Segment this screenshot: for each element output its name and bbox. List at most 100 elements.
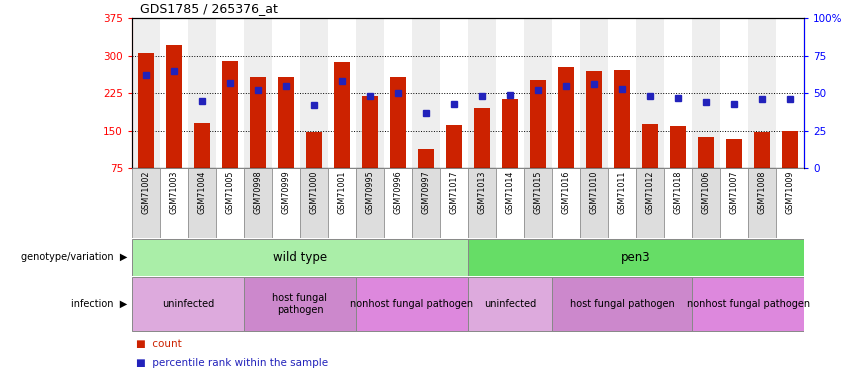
Text: host fungal pathogen: host fungal pathogen [569,299,675,309]
Bar [356,278,468,331]
Text: GSM71006: GSM71006 [702,171,711,214]
Bar [272,18,300,168]
Bar [474,108,490,168]
Bar [244,278,356,331]
Bar [216,168,244,238]
Bar [692,278,804,331]
Text: ■  count: ■ count [136,339,182,349]
Bar [530,80,545,168]
Bar [132,168,160,238]
Bar [356,168,384,238]
Bar [671,126,686,168]
Bar [699,137,714,168]
Text: GSM71014: GSM71014 [505,171,515,214]
Text: GSM71009: GSM71009 [785,171,795,214]
Bar [216,18,244,168]
Bar [552,18,580,168]
Bar [580,168,608,238]
Bar [524,18,552,168]
Text: GSM71005: GSM71005 [226,171,234,214]
Text: GSM71015: GSM71015 [534,171,543,214]
Bar [334,62,350,168]
Text: GSM70996: GSM70996 [393,171,403,214]
Bar [412,18,440,168]
Bar [222,61,237,168]
Bar [278,77,294,168]
Text: infection  ▶: infection ▶ [71,299,128,309]
Bar [188,168,216,238]
Bar [558,67,574,168]
Bar [250,77,266,168]
Bar [188,18,216,168]
Bar [468,278,552,331]
Bar [580,18,608,168]
Text: GSM71017: GSM71017 [449,171,459,214]
Bar [300,168,328,238]
Bar [755,132,770,168]
Bar [636,18,664,168]
Bar [496,168,524,238]
Bar [419,149,434,168]
Text: uninfected: uninfected [484,299,536,309]
Bar [608,18,636,168]
Bar [782,131,798,168]
Bar [384,168,412,238]
Bar [160,18,188,168]
Bar [132,278,244,331]
Text: GSM71012: GSM71012 [646,171,654,214]
Text: GSM70999: GSM70999 [282,171,290,214]
Text: GSM71003: GSM71003 [169,171,179,214]
Bar [502,99,517,168]
Bar [468,168,496,238]
Bar [391,77,406,168]
Text: ■  percentile rank within the sample: ■ percentile rank within the sample [136,358,328,368]
Text: GDS1785 / 265376_at: GDS1785 / 265376_at [140,2,278,15]
Bar [586,71,602,168]
Bar [244,18,272,168]
Text: GSM71001: GSM71001 [338,171,346,214]
Text: GSM70997: GSM70997 [421,171,431,214]
Bar [138,53,154,168]
Text: pen3: pen3 [621,251,651,264]
Bar [440,18,468,168]
Bar [643,124,658,168]
Bar [524,168,552,238]
Text: GSM70995: GSM70995 [366,171,374,214]
Bar [468,18,496,168]
Text: GSM71004: GSM71004 [197,171,207,214]
Text: nonhost fungal pathogen: nonhost fungal pathogen [351,299,474,309]
Bar [720,168,748,238]
Bar [468,238,804,276]
Bar [328,168,356,238]
Bar [720,18,748,168]
Text: GSM71008: GSM71008 [757,171,767,214]
Bar [496,18,524,168]
Bar [132,18,160,168]
Bar [664,168,692,238]
Bar [664,18,692,168]
Bar [727,140,742,168]
Bar [440,168,468,238]
Bar [356,18,384,168]
Bar [132,238,468,276]
Bar [328,18,356,168]
Text: GSM71002: GSM71002 [141,171,151,214]
Text: genotype/variation  ▶: genotype/variation ▶ [21,252,128,262]
Bar [748,168,776,238]
Bar [412,168,440,238]
Bar [272,168,300,238]
Text: GSM71011: GSM71011 [618,171,626,214]
Text: GSM70998: GSM70998 [254,171,262,214]
Bar [194,123,209,168]
Bar [614,70,630,168]
Text: uninfected: uninfected [162,299,214,309]
Text: GSM71013: GSM71013 [477,171,487,214]
Bar [363,96,378,168]
Text: GSM71000: GSM71000 [310,171,318,214]
Bar [776,168,804,238]
Bar [692,168,720,238]
Text: GSM71016: GSM71016 [562,171,570,214]
Bar [692,18,720,168]
Bar [636,168,664,238]
Text: host fungal
pathogen: host fungal pathogen [272,293,328,315]
